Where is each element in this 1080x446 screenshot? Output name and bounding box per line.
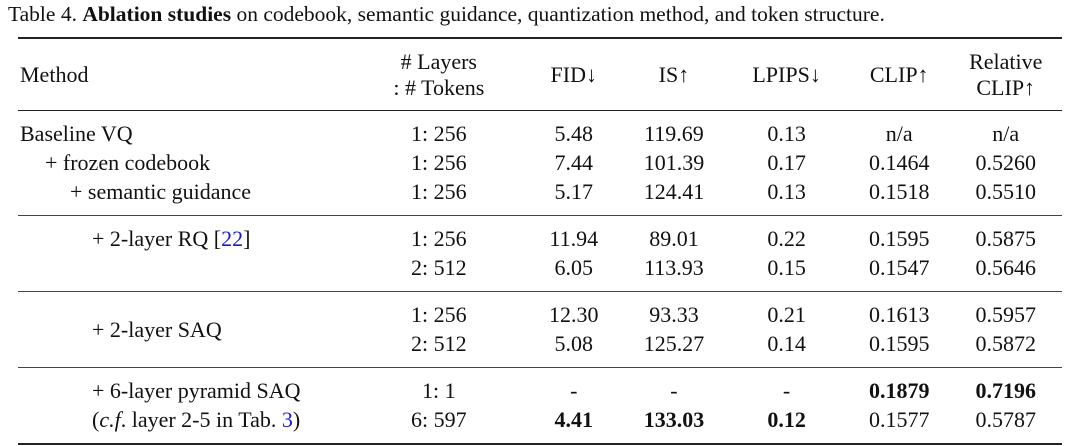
reference-link[interactable]: 3 [281, 407, 293, 432]
header-lpips: LPIPS↓ [752, 61, 821, 87]
table-row: 2: 512 6.05 113.93 0.15 0.1547 0.5646 [411, 255, 1036, 280]
table-row: + 6-layer pyramid SAQ 1: 1 - - - 0.1879 … [92, 378, 1036, 403]
table-row: 1: 256 12.30 93.33 0.21 0.1613 0.5957 [411, 302, 1036, 327]
ablation-table: Method # Layers: # Tokens FID↓ IS↑ LPIPS… [18, 37, 1062, 445]
table-row: + frozen codebook 1: 256 7.44 101.39 0.1… [45, 150, 1036, 175]
header-fid: FID↓ [550, 61, 597, 87]
header-row: Method # Layers: # Tokens FID↓ IS↑ LPIPS… [18, 38, 1062, 111]
table-row: Baseline VQ 1: 256 5.48 119.69 0.13 n/a … [20, 121, 1020, 146]
header-layers: # Layers: # Tokens [393, 48, 485, 100]
group-pyramid-saq: + 6-layer pyramid SAQ 1: 1 - - - 0.1879 … [18, 368, 1062, 444]
table-row: + 2-layer RQ [22] 1: 256 11.94 89.01 0.2… [92, 226, 1036, 251]
reference-link[interactable]: 22 [221, 226, 244, 251]
header-is: IS↑ [658, 61, 690, 87]
header-method: Method [20, 61, 89, 87]
table-row: + 2-layer SAQ 2: 512 5.08 125.27 0.14 0.… [92, 317, 1036, 356]
header-clip: CLIP↑ [869, 61, 929, 87]
table-caption: Table 4. Ablation studies on codebook, s… [8, 2, 885, 26]
group-saq: 1: 256 12.30 93.33 0.21 0.1613 0.5957 + … [18, 292, 1062, 368]
group-rq: + 2-layer RQ [22] 1: 256 11.94 89.01 0.2… [18, 216, 1062, 292]
table-row: (c.f. layer 2-5 in Tab. 3) 6: 597 4.41 1… [92, 407, 1036, 432]
table-row: + semantic guidance 1: 256 5.17 124.41 0… [70, 179, 1036, 204]
group-baseline: Baseline VQ 1: 256 5.48 119.69 0.13 n/a … [18, 111, 1062, 216]
header-relative-clip: Relative CLIP↑ [969, 48, 1043, 100]
